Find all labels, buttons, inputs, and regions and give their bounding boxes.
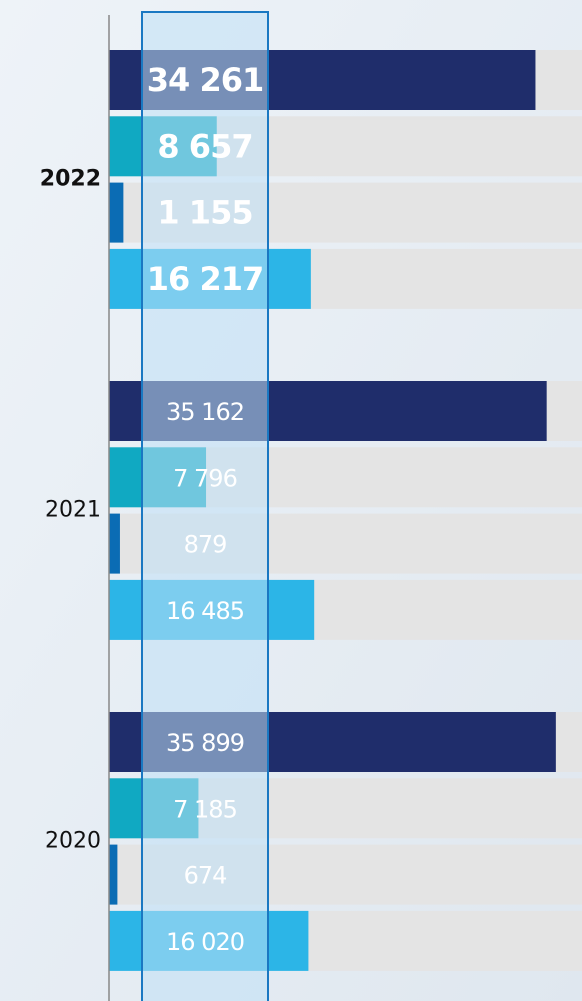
category-label: 2020 xyxy=(45,828,101,853)
value-label: 16 020 xyxy=(166,928,244,956)
category-label: 2022 xyxy=(40,166,101,191)
value-label: 8 657 xyxy=(157,127,252,165)
value-label: 35 162 xyxy=(166,398,244,426)
value-label: 16 485 xyxy=(166,597,244,625)
value-label: 1 155 xyxy=(157,194,252,232)
category-label: 2021 xyxy=(45,497,101,522)
value-label: 7 185 xyxy=(173,795,237,823)
value-label: 7 796 xyxy=(173,464,237,492)
value-label: 34 261 xyxy=(147,61,263,99)
bar xyxy=(109,182,124,243)
bar xyxy=(109,844,118,905)
bar xyxy=(109,513,120,574)
value-label: 879 xyxy=(184,531,227,559)
value-label: 35 899 xyxy=(166,729,244,757)
highlight-column xyxy=(141,11,269,1001)
value-label: 16 217 xyxy=(147,260,263,298)
value-label: 674 xyxy=(184,862,227,890)
